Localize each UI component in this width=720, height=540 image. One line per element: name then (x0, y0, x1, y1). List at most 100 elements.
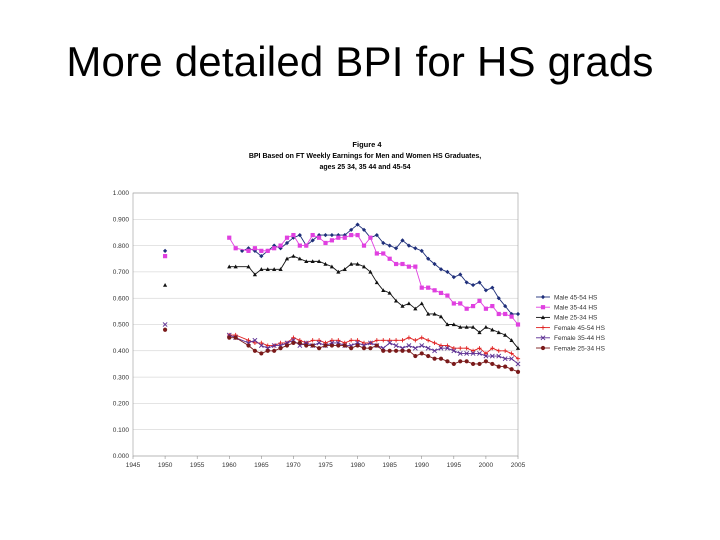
data-point (451, 361, 456, 367)
data-point (515, 346, 521, 350)
legend-label: Male 35-44 HS (554, 305, 598, 312)
data-point (496, 348, 501, 353)
x-tick-label: 1970 (286, 462, 301, 469)
y-tick-label: 0.800 (113, 243, 130, 250)
x-tick-label: 1985 (382, 462, 397, 469)
data-point (162, 248, 168, 253)
data-point (342, 343, 347, 348)
data-point (233, 264, 238, 269)
data-point (515, 369, 521, 374)
data-point (259, 248, 264, 253)
data-point (252, 246, 258, 251)
data-point (265, 348, 270, 353)
data-point (432, 348, 438, 354)
data-point (400, 338, 405, 343)
data-point (316, 340, 322, 346)
data-point (278, 340, 283, 346)
legend-marker (540, 325, 546, 330)
data-point (509, 367, 514, 372)
data-point (477, 351, 482, 356)
data-point (336, 269, 341, 274)
legend-marker (540, 345, 546, 351)
figure-title-line-2: ages 25 34, 35 44 and 45-54 (319, 164, 410, 171)
series-group (162, 222, 521, 374)
data-point (458, 359, 463, 364)
data-point (477, 298, 482, 303)
data-point (438, 343, 444, 348)
x-tick-label: 2005 (511, 462, 526, 469)
data-point (258, 343, 264, 348)
data-point (265, 343, 270, 348)
data-point (361, 227, 367, 232)
data-point (393, 338, 399, 343)
data-point (297, 243, 302, 248)
data-point (272, 246, 277, 251)
data-point (355, 261, 360, 266)
data-point (496, 296, 501, 301)
data-point (458, 301, 463, 306)
x-tick-label: 1950 (158, 462, 173, 469)
data-point (374, 280, 379, 285)
data-point (162, 322, 168, 327)
data-point (503, 303, 508, 309)
data-point (464, 346, 469, 351)
data-point (477, 361, 482, 367)
data-point (432, 261, 437, 267)
data-point (438, 356, 444, 361)
legend-item: Female 35-44 HS (536, 335, 606, 342)
data-point (381, 240, 386, 246)
data-point (387, 340, 393, 346)
data-point (426, 256, 431, 261)
data-point (406, 348, 412, 353)
data-point (284, 256, 290, 261)
data-point (349, 261, 354, 266)
data-point (252, 348, 258, 353)
y-tick-label: 1.000 (113, 190, 130, 197)
y-tick-label: 0.100 (113, 427, 130, 434)
data-point (451, 346, 456, 351)
data-point (483, 359, 489, 364)
data-point (419, 351, 424, 356)
data-point (355, 232, 360, 238)
data-point (438, 267, 444, 272)
data-point (316, 235, 322, 240)
data-point (406, 343, 412, 348)
data-point (426, 311, 431, 316)
data-point (426, 285, 431, 290)
data-point (496, 311, 501, 317)
x-tick-label: 1995 (447, 462, 462, 469)
data-point (284, 235, 290, 240)
data-point (393, 348, 399, 353)
data-point (458, 272, 463, 277)
data-point (381, 251, 386, 256)
data-point (310, 343, 315, 348)
data-point (278, 267, 283, 271)
legend-marker (540, 315, 546, 320)
data-point (349, 227, 354, 232)
data-point (483, 353, 489, 359)
y-axis-ticks: 0.000 0.100 0.200 0.300 0.400 0.500 0.600 0.700… (113, 190, 130, 460)
series-male-35-44-hs (162, 232, 521, 327)
data-point (291, 232, 296, 238)
data-point (252, 272, 258, 277)
data-point (496, 353, 502, 359)
data-point (310, 338, 315, 343)
y-tick-label: 0.000 (113, 453, 130, 460)
x-tick-label: 1945 (126, 462, 141, 469)
data-point (470, 282, 476, 288)
y-tick-label: 0.600 (113, 295, 130, 302)
data-point (470, 351, 476, 356)
data-point (329, 264, 335, 269)
data-point (349, 346, 354, 351)
data-point (297, 340, 302, 346)
data-point (509, 351, 514, 356)
data-point (432, 288, 437, 293)
data-point (316, 259, 322, 264)
legend-marker (540, 305, 546, 310)
data-point (477, 346, 482, 351)
legend-marker (540, 294, 546, 300)
data-point (336, 338, 341, 343)
data-point (444, 345, 450, 351)
data-point (227, 264, 232, 269)
x-axis-ticks: 1945 1950 1955 1960 1965 1970 1975 1980 1985 1990… (126, 456, 526, 469)
